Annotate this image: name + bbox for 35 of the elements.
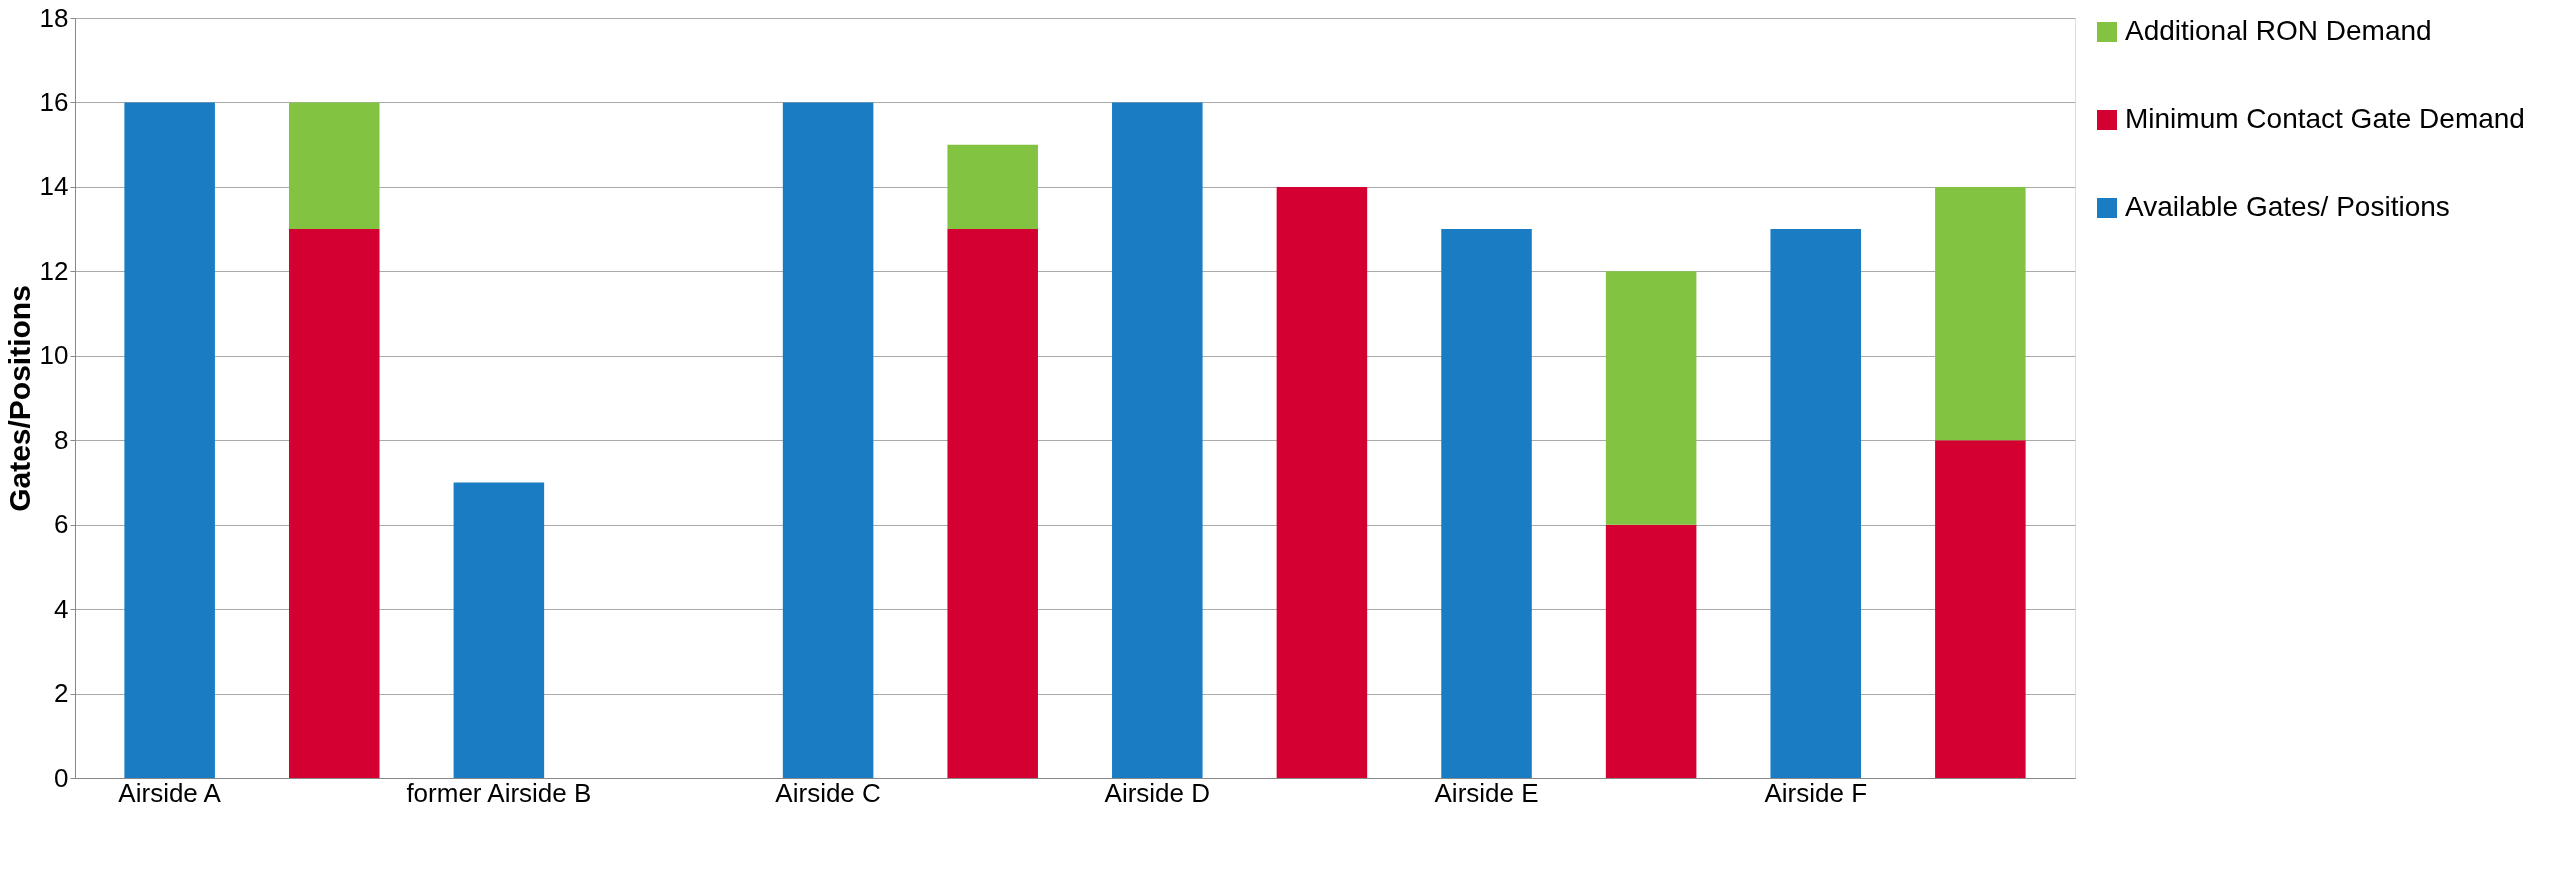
bar [124, 102, 215, 778]
y-tick-label: 16 [39, 86, 69, 117]
bar [1935, 186, 2026, 441]
legend-label: Available Gates/ Positions [2125, 191, 2450, 222]
y-axis-title: Gates/Positions [2, 285, 36, 512]
y-tick-label: 0 [54, 762, 69, 793]
y-tick-label: 12 [39, 255, 69, 286]
bar [1441, 229, 1532, 778]
bar [1605, 524, 1697, 778]
y-tick-label: 14 [39, 171, 69, 202]
y-tick-label: 6 [54, 509, 69, 540]
bar [1935, 440, 2026, 778]
y-tick-label: 18 [39, 2, 69, 33]
y-tick-label: 4 [54, 593, 69, 624]
bar [947, 229, 1038, 778]
x-tick-label: Airside A [118, 777, 222, 808]
bar [1605, 271, 1697, 525]
bar [782, 102, 874, 778]
legend-label: Additional RON Demand [2125, 15, 2432, 46]
bar [453, 482, 545, 778]
y-tick-label: 2 [54, 678, 69, 709]
y-tick-label: 8 [54, 424, 69, 455]
legend-label: Minimum Contact Gate Demand [2125, 103, 2525, 134]
bar [288, 102, 380, 230]
bar [1112, 102, 1203, 778]
bar [947, 144, 1038, 230]
x-tick-label: former Airside B [406, 777, 592, 808]
bar [1276, 186, 1368, 778]
x-tick-label: Airside C [775, 777, 881, 808]
bar [288, 229, 380, 778]
x-tick-label: Airside D [1104, 777, 1211, 808]
x-tick-label: Airside E [1434, 777, 1539, 808]
y-tick-label: 10 [39, 340, 69, 371]
bar [1770, 229, 1862, 778]
x-tick-label: Airside F [1764, 777, 1868, 808]
